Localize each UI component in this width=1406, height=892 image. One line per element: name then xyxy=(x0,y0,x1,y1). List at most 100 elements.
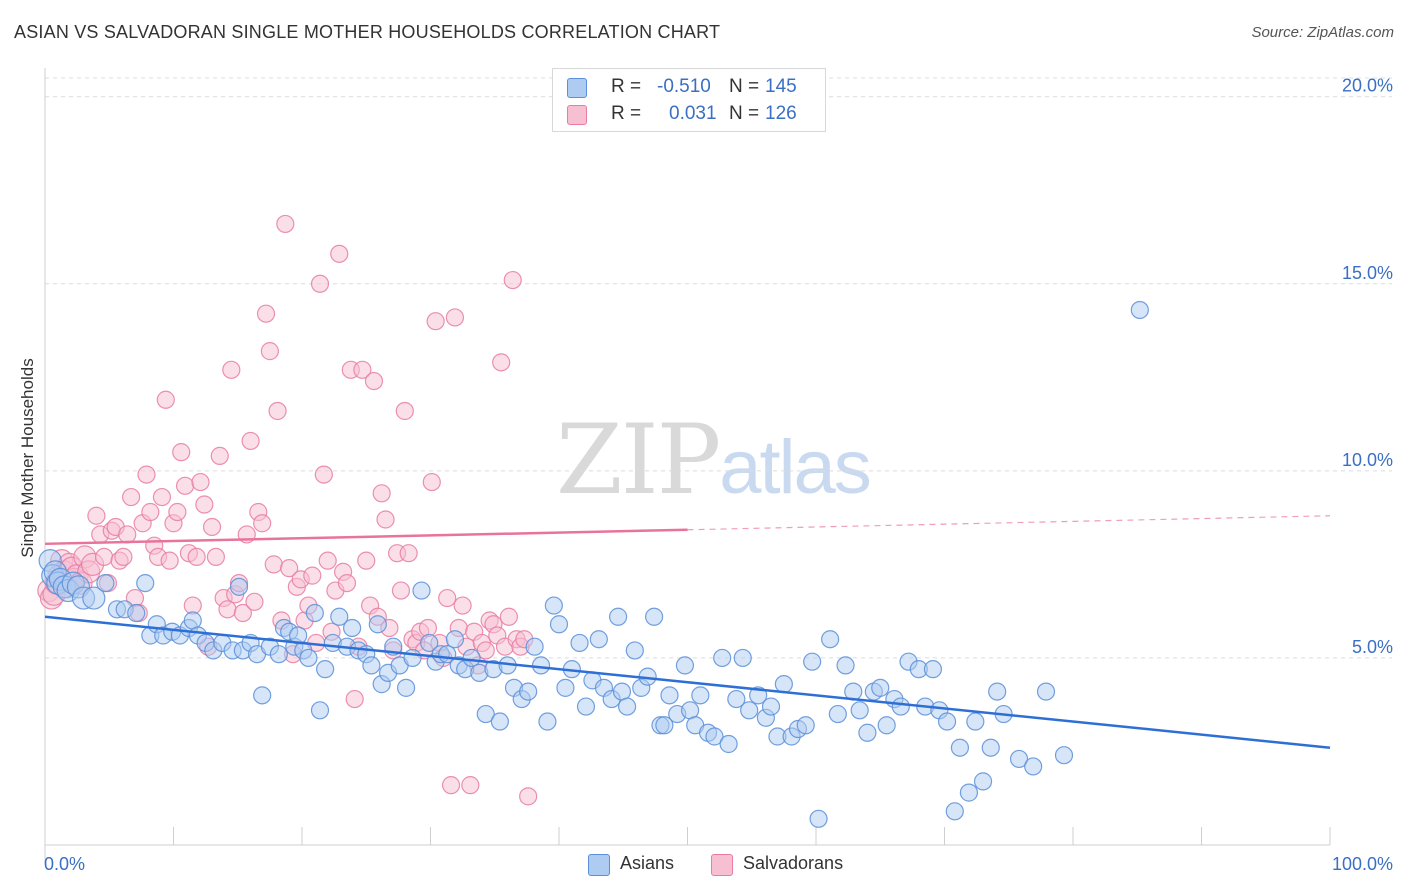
salvadorans-point xyxy=(268,401,287,421)
asians-point xyxy=(950,738,970,757)
salvadorans-point xyxy=(399,544,418,563)
salvadorans-point xyxy=(160,551,179,570)
salvadorans-point xyxy=(260,342,279,361)
asians-point xyxy=(923,660,943,679)
salvadorans-point xyxy=(152,487,172,507)
asians-point xyxy=(705,727,724,746)
asians-point xyxy=(691,686,710,705)
asians-point xyxy=(1054,746,1074,765)
salvadorans-point xyxy=(141,502,160,522)
asians-point xyxy=(136,573,155,593)
x-tick-label-max: 100.0% xyxy=(1332,854,1393,874)
salvadorans-point xyxy=(168,502,187,522)
salvadorans-point xyxy=(391,581,411,600)
salvadorans-point xyxy=(280,559,299,578)
r-label: R = xyxy=(611,103,642,124)
salvadorans-trend-line xyxy=(44,528,688,546)
salvadorans-point xyxy=(330,244,349,263)
asians-point xyxy=(761,697,781,716)
asians-point xyxy=(305,603,324,623)
salvadorans-point xyxy=(202,517,222,537)
asians-point xyxy=(544,596,563,615)
n-label: N = xyxy=(729,76,760,97)
asians-point xyxy=(618,697,637,716)
asians-point xyxy=(774,675,793,694)
salvadorans-point xyxy=(175,476,195,495)
asians-point xyxy=(576,697,596,716)
salvadorans-point xyxy=(445,308,465,327)
asians-point xyxy=(82,586,106,610)
asians-point xyxy=(644,607,664,626)
n-label: N = xyxy=(729,103,760,124)
salvadorans-point xyxy=(438,588,457,608)
salvadorans-point xyxy=(253,514,272,533)
asians-point xyxy=(420,633,439,653)
asians-point xyxy=(828,704,847,724)
asians-point xyxy=(253,686,272,705)
salvadorans-point xyxy=(218,600,237,619)
watermark-zip: ZIP xyxy=(556,404,721,516)
asians-point xyxy=(525,637,544,656)
asians-point xyxy=(316,660,335,679)
y-tick-label: 5.0% xyxy=(1352,637,1393,657)
salvadorans-point xyxy=(118,525,137,544)
asians-point xyxy=(609,607,628,626)
asians-point xyxy=(836,656,855,675)
asians-point xyxy=(850,701,869,720)
asians-point xyxy=(570,633,589,653)
asians-legend-swatch xyxy=(588,854,610,876)
asians-point xyxy=(959,783,979,802)
asians-point xyxy=(1009,749,1029,769)
asians-point xyxy=(796,716,815,735)
asians-point xyxy=(858,723,877,742)
chart-title: ASIAN VS SALVADORAN SINGLE MOTHER HOUSEH… xyxy=(14,22,721,42)
salvadorans-point xyxy=(337,573,357,593)
asians-point xyxy=(713,648,732,668)
salvadorans-point xyxy=(422,472,441,492)
asians-point xyxy=(556,678,575,697)
salvadorans-point xyxy=(206,547,226,567)
asians-point xyxy=(362,656,381,675)
asians-point xyxy=(310,701,330,720)
asians-point xyxy=(973,772,993,791)
asians-point xyxy=(655,716,674,735)
asians-point xyxy=(981,738,1000,757)
salvadorans-trend-extension xyxy=(687,515,1331,531)
salvadorans-point xyxy=(191,472,210,492)
r-label: R = xyxy=(611,76,642,97)
asians-point xyxy=(675,656,695,675)
salvadorans-point xyxy=(172,443,191,462)
salvadorans-legend-swatch xyxy=(711,854,733,876)
asians-point xyxy=(299,648,318,668)
salvadorans-point xyxy=(519,787,538,806)
asians-point xyxy=(660,686,679,705)
salvadorans-point xyxy=(364,371,384,391)
salvadorans-point xyxy=(492,353,511,372)
r-value: 0.031 xyxy=(669,103,717,124)
asians-point xyxy=(396,678,416,697)
salvadorans-point xyxy=(310,274,330,293)
salvadorans-point xyxy=(418,618,438,638)
salvadorans-point xyxy=(121,487,141,507)
y-tick-label: 15.0% xyxy=(1342,263,1393,283)
asians-point xyxy=(1130,300,1149,320)
salvadorans-point xyxy=(453,596,472,615)
asians-point xyxy=(538,712,557,731)
y-tick-label: 10.0% xyxy=(1342,450,1393,470)
asians-point xyxy=(966,712,985,731)
salvadorans-point xyxy=(503,270,522,290)
asians-point xyxy=(476,704,495,724)
n-value: 126 xyxy=(765,103,797,124)
asians-point xyxy=(330,607,349,626)
asians-point xyxy=(96,573,115,593)
asians-point xyxy=(809,809,828,828)
asians-point xyxy=(877,716,896,735)
asians-point xyxy=(127,603,146,623)
y-axis-title: Single Mother Households xyxy=(18,358,37,558)
salvadorans-legend-label: Salvadorans xyxy=(743,853,844,873)
salvadorans-point xyxy=(95,547,114,567)
asians-point xyxy=(1036,682,1056,701)
asians-point xyxy=(740,701,759,720)
watermark: ZIPatlas xyxy=(556,404,872,516)
